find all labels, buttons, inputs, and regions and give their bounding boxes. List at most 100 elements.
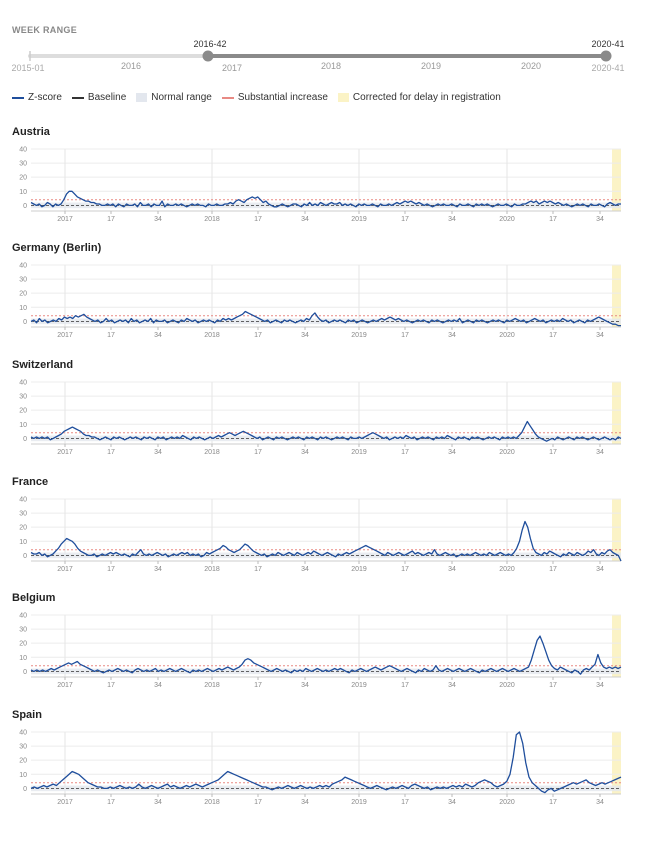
x-tick-label: 2019 <box>351 332 367 339</box>
x-tick-label: 34 <box>596 216 604 223</box>
zscore-line <box>30 420 622 442</box>
x-tick-label: 34 <box>448 799 456 806</box>
x-tick-label: 34 <box>301 799 309 806</box>
x-tick-label: 34 <box>301 216 309 223</box>
y-tick-label: 10 <box>19 772 27 779</box>
week-range-title: WEEK RANGE <box>12 25 78 35</box>
country-chart: 0 10 20 30 40 2017 17 34 2018 17 34 2019 17 34 2020 17 3… <box>19 147 621 223</box>
legend-corrected-swatch <box>337 93 349 102</box>
x-tick-label: 17 <box>254 332 262 339</box>
country-chart: 0 10 20 30 40 2017 17 34 2018 17 34 2019 17 34 2020 17 3… <box>19 380 622 456</box>
legend-normal-range-swatch <box>136 93 148 102</box>
x-tick-label: 2020 <box>499 799 515 806</box>
zscore-line <box>30 635 622 675</box>
y-tick-label: 10 <box>19 422 27 429</box>
y-tick-label: 20 <box>19 291 27 298</box>
y-tick-label: 10 <box>19 655 27 662</box>
y-tick-label: 40 <box>19 380 27 387</box>
x-tick-label: 17 <box>401 566 409 573</box>
x-tick-label: 34 <box>596 799 604 806</box>
x-tick-label: 17 <box>107 799 115 806</box>
y-tick-label: 40 <box>19 730 27 737</box>
legend-baseline-label: Baseline <box>87 92 127 103</box>
x-tick-label: 34 <box>448 682 456 689</box>
y-tick-label: 30 <box>19 394 27 401</box>
x-tick-label: 2018 <box>204 449 220 456</box>
x-tick-label: 2017 <box>57 682 73 689</box>
corrected-region <box>612 499 621 561</box>
legend-normal-range[interactable]: Normal range <box>136 92 212 103</box>
x-tick-label: 2019 <box>351 449 367 456</box>
x-tick-label: 2018 <box>204 799 220 806</box>
x-tick-label: 2019 <box>351 799 367 806</box>
y-tick-label: 30 <box>19 511 27 518</box>
x-tick-label: 34 <box>301 682 309 689</box>
x-tick-label: 17 <box>549 682 557 689</box>
slider-min-label: 2015-01 <box>11 63 44 73</box>
x-tick-label: 34 <box>154 449 162 456</box>
x-tick-label: 2020 <box>499 216 515 223</box>
x-tick-label: 2018 <box>204 216 220 223</box>
x-tick-label: 34 <box>154 332 162 339</box>
legend-substantial-increase-label: Substantial increase <box>237 92 328 103</box>
legend-substantial-increase[interactable]: Substantial increase <box>221 92 328 103</box>
corrected-region <box>612 615 621 677</box>
y-tick-label: 0 <box>23 553 27 560</box>
x-tick-label: 17 <box>549 332 557 339</box>
y-tick-label: 30 <box>19 161 27 168</box>
x-tick-label: 34 <box>154 682 162 689</box>
legend-normal-range-label: Normal range <box>151 92 212 103</box>
slider-start-handle[interactable] <box>202 50 214 62</box>
country-title: Germany (Berlin) <box>12 242 102 254</box>
country-title: Austria <box>12 126 50 138</box>
x-tick-label: 17 <box>401 332 409 339</box>
slider-max-label: 2020-41 <box>591 63 624 73</box>
x-tick-label: 2017 <box>57 449 73 456</box>
y-tick-label: 30 <box>19 277 27 284</box>
x-tick-label: 2020 <box>499 332 515 339</box>
y-tick-label: 10 <box>19 539 27 546</box>
x-tick-label: 17 <box>254 799 262 806</box>
corrected-region <box>612 149 621 211</box>
y-tick-label: 30 <box>19 627 27 634</box>
corrected-region <box>612 732 621 794</box>
slider-start-label: 2016-42 <box>193 39 226 49</box>
slider-year-label: 2019 <box>421 61 441 71</box>
legend-baseline[interactable]: Baseline <box>71 92 127 103</box>
x-tick-label: 17 <box>107 682 115 689</box>
x-tick-label: 2018 <box>204 682 220 689</box>
legend-corrected-label: Corrected for delay in registration <box>352 92 501 103</box>
y-tick-label: 30 <box>19 744 27 751</box>
legend-corrected[interactable]: Corrected for delay in registration <box>337 92 501 103</box>
y-tick-label: 0 <box>23 319 27 326</box>
x-tick-label: 17 <box>107 449 115 456</box>
x-tick-label: 17 <box>401 449 409 456</box>
y-tick-label: 20 <box>19 408 27 415</box>
legend-zscore[interactable]: Z-score <box>12 92 62 103</box>
country-chart: 0 10 20 30 40 2017 17 34 2018 17 34 2019 17 34 2020 17 3… <box>19 263 621 339</box>
slider-end-label: 2020-41 <box>591 39 624 49</box>
x-tick-label: 17 <box>401 682 409 689</box>
y-tick-label: 20 <box>19 525 27 532</box>
week-range-slider[interactable]: 2016-42 2020-41 2015-01 2020-41 2016 201… <box>0 30 648 78</box>
x-tick-label: 17 <box>254 566 262 573</box>
slider-end-handle[interactable] <box>600 50 612 62</box>
x-tick-label: 34 <box>448 332 456 339</box>
x-tick-label: 34 <box>154 566 162 573</box>
x-tick-label: 34 <box>154 799 162 806</box>
y-tick-label: 10 <box>19 189 27 196</box>
y-tick-label: 0 <box>23 669 27 676</box>
x-tick-label: 2020 <box>499 449 515 456</box>
x-tick-label: 34 <box>301 332 309 339</box>
y-tick-label: 0 <box>23 786 27 793</box>
x-tick-label: 34 <box>596 682 604 689</box>
zscore-line <box>30 190 621 208</box>
x-tick-label: 34 <box>301 566 309 573</box>
x-tick-label: 17 <box>549 566 557 573</box>
x-tick-label: 17 <box>107 566 115 573</box>
x-tick-label: 17 <box>549 799 557 806</box>
y-tick-label: 40 <box>19 147 27 154</box>
x-tick-label: 17 <box>107 332 115 339</box>
country-title: France <box>12 476 49 488</box>
x-tick-label: 2020 <box>499 682 515 689</box>
